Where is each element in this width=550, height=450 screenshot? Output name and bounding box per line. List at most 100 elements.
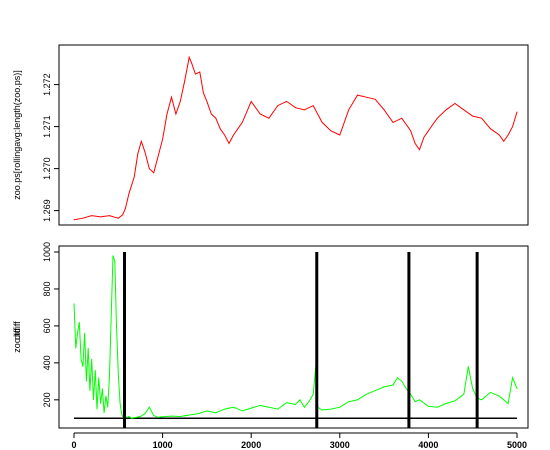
data-point — [365, 96, 367, 98]
data-point — [241, 410, 243, 412]
data-point — [250, 407, 252, 409]
data-point — [114, 260, 116, 262]
data-point — [308, 401, 310, 403]
data-point — [303, 109, 305, 111]
data-point — [392, 122, 394, 123]
data-point — [184, 80, 186, 81]
data-point — [277, 105, 279, 106]
data-point — [101, 388, 103, 390]
data-point — [166, 113, 168, 115]
data-point — [112, 255, 114, 257]
data-point — [410, 393, 412, 395]
data-point — [157, 416, 159, 418]
y-axis-label-overprint: diff — [12, 328, 22, 340]
data-point — [194, 73, 196, 75]
data-point — [110, 316, 112, 318]
data-point — [365, 393, 367, 395]
y-tick-label: 1.272 — [42, 73, 52, 96]
data-point — [162, 416, 164, 418]
data-point — [490, 392, 491, 393]
data-point — [396, 377, 398, 379]
data-point — [224, 134, 226, 136]
data-point — [103, 412, 105, 414]
data-point — [348, 109, 350, 111]
data-point — [463, 393, 465, 395]
x-tick-label: 2000 — [241, 440, 261, 450]
data-point — [374, 98, 376, 100]
data-point — [237, 128, 239, 130]
data-point — [215, 412, 217, 414]
data-point — [512, 126, 513, 127]
data-point — [82, 217, 84, 219]
data-point — [128, 416, 130, 417]
plot-frame-2 — [58, 245, 529, 429]
data-point — [119, 403, 121, 404]
data-point — [423, 136, 425, 138]
x-tick-label: 3000 — [330, 440, 350, 450]
y-tick-label: 800 — [42, 281, 52, 296]
data-point — [303, 406, 305, 408]
x-tick-label: 5000 — [507, 440, 527, 450]
data-point — [268, 117, 270, 119]
data-point — [148, 406, 150, 408]
y-tick-label: 1.271 — [42, 115, 52, 138]
data-point — [84, 332, 86, 334]
data-point — [153, 172, 155, 174]
data-point — [122, 214, 124, 216]
data-point — [80, 358, 82, 360]
data-point — [498, 395, 500, 397]
data-point — [507, 403, 509, 404]
data-point — [330, 130, 332, 132]
y-tick-label: 1.270 — [42, 157, 52, 180]
data-point — [75, 347, 77, 349]
data-point — [73, 219, 75, 221]
data-point — [224, 408, 226, 410]
data-point — [98, 377, 100, 379]
data-point — [401, 117, 403, 119]
y-tick-label: 200 — [42, 392, 52, 407]
data-point — [124, 208, 126, 209]
data-point — [153, 415, 155, 416]
data-point — [295, 107, 296, 109]
data-point — [463, 109, 465, 111]
data-point — [410, 130, 412, 132]
data-point — [109, 377, 110, 379]
data-point — [405, 388, 407, 390]
data-point — [202, 92, 204, 94]
data-point — [467, 366, 469, 367]
data-point — [392, 384, 394, 386]
data-point — [116, 325, 117, 327]
data-point — [233, 406, 234, 408]
data-point — [339, 134, 341, 136]
data-point — [339, 406, 341, 408]
data-point — [414, 143, 416, 144]
data-point — [507, 134, 509, 136]
data-point — [86, 380, 87, 382]
data-point — [117, 373, 119, 375]
data-point — [117, 217, 119, 219]
data-point — [175, 113, 177, 115]
data-point — [357, 399, 358, 401]
data-point — [295, 404, 296, 405]
data-point — [472, 115, 474, 117]
data-point — [481, 117, 482, 119]
data-point — [472, 388, 474, 390]
data-point — [179, 101, 181, 102]
data-point — [93, 399, 94, 401]
data-point — [89, 390, 91, 391]
data-point — [321, 122, 323, 123]
data-point — [188, 56, 190, 58]
data-point — [490, 128, 491, 130]
data-point — [140, 140, 142, 142]
y-tick-label: 400 — [42, 355, 52, 370]
data-point — [277, 408, 279, 410]
data-point — [131, 417, 132, 419]
data-point — [140, 416, 141, 417]
data-point — [199, 71, 201, 73]
data-point — [259, 404, 261, 406]
data-point — [454, 103, 456, 104]
data-point — [100, 216, 101, 218]
series-line-1 — [73, 55, 518, 221]
data-point — [428, 130, 429, 132]
data-point — [330, 408, 332, 410]
